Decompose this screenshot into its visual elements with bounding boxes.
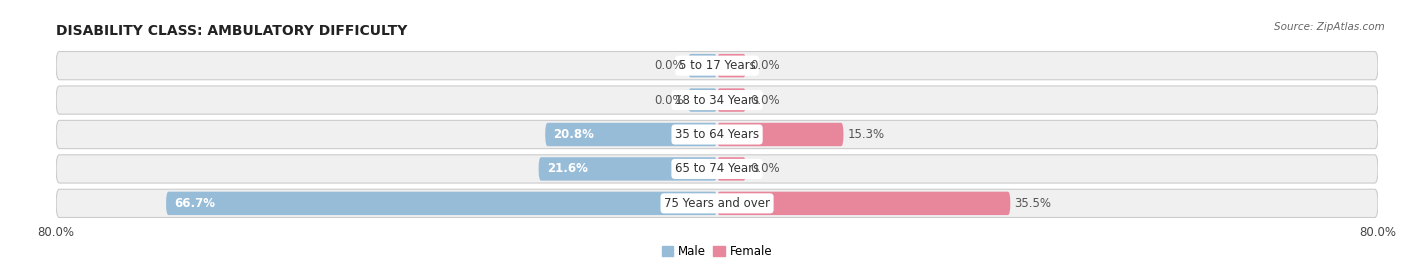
Text: 0.0%: 0.0% (654, 59, 685, 72)
Legend: Male, Female: Male, Female (657, 240, 778, 263)
Text: 21.6%: 21.6% (547, 162, 588, 175)
FancyBboxPatch shape (546, 123, 717, 146)
Text: 20.8%: 20.8% (554, 128, 595, 141)
Text: 0.0%: 0.0% (751, 59, 780, 72)
FancyBboxPatch shape (56, 52, 1378, 80)
FancyBboxPatch shape (538, 157, 717, 181)
Text: DISABILITY CLASS: AMBULATORY DIFFICULTY: DISABILITY CLASS: AMBULATORY DIFFICULTY (56, 23, 408, 38)
Text: 18 to 34 Years: 18 to 34 Years (675, 94, 759, 107)
FancyBboxPatch shape (56, 155, 1378, 183)
FancyBboxPatch shape (717, 157, 747, 181)
Text: 65 to 74 Years: 65 to 74 Years (675, 162, 759, 175)
Text: 35 to 64 Years: 35 to 64 Years (675, 128, 759, 141)
FancyBboxPatch shape (688, 88, 717, 112)
Text: 35.5%: 35.5% (1014, 197, 1052, 210)
FancyBboxPatch shape (688, 54, 717, 77)
Text: 5 to 17 Years: 5 to 17 Years (679, 59, 755, 72)
Text: 75 Years and over: 75 Years and over (664, 197, 770, 210)
FancyBboxPatch shape (717, 88, 747, 112)
FancyBboxPatch shape (56, 189, 1378, 217)
FancyBboxPatch shape (717, 123, 844, 146)
Text: 15.3%: 15.3% (848, 128, 884, 141)
Text: 0.0%: 0.0% (654, 94, 685, 107)
Text: Source: ZipAtlas.com: Source: ZipAtlas.com (1274, 22, 1385, 31)
Text: 0.0%: 0.0% (751, 94, 780, 107)
FancyBboxPatch shape (166, 192, 717, 215)
FancyBboxPatch shape (717, 54, 747, 77)
Text: 66.7%: 66.7% (174, 197, 215, 210)
FancyBboxPatch shape (56, 86, 1378, 114)
FancyBboxPatch shape (717, 192, 1011, 215)
Text: 0.0%: 0.0% (751, 162, 780, 175)
FancyBboxPatch shape (56, 121, 1378, 148)
